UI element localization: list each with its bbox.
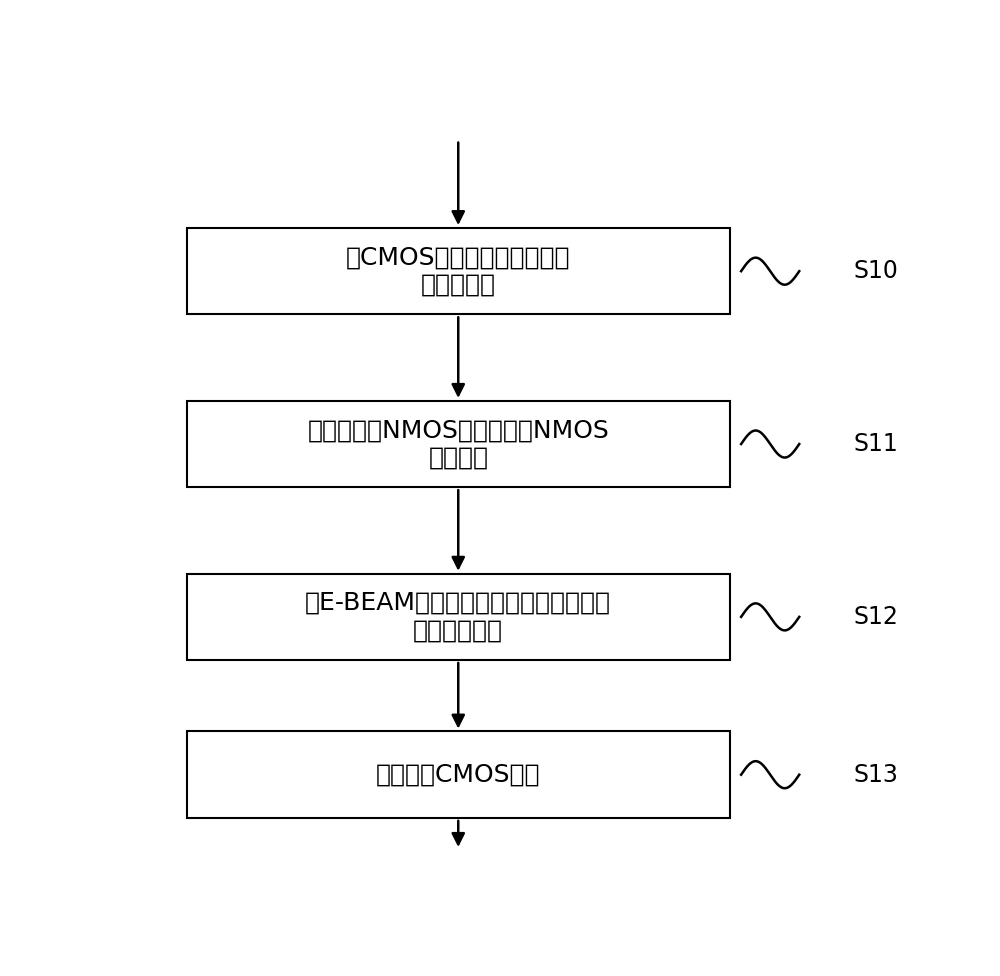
Text: 在CMOS晶圆的第一区域建立
一测试单元: 在CMOS晶圆的第一区域建立 一测试单元 [346, 245, 570, 297]
Text: S10: S10 [854, 260, 898, 283]
FancyBboxPatch shape [187, 228, 730, 314]
FancyBboxPatch shape [187, 574, 730, 660]
Text: S12: S12 [854, 605, 898, 629]
Text: 更换一枚CMOS晶圆: 更换一枚CMOS晶圆 [376, 762, 540, 787]
FancyBboxPatch shape [187, 401, 730, 487]
Text: S11: S11 [854, 432, 898, 456]
Text: 以E-BEAM扫描测试单元以检测阻断缺陷
并记录检出率: 以E-BEAM扫描测试单元以检测阻断缺陷 并记录检出率 [305, 591, 611, 643]
FancyBboxPatch shape [187, 731, 730, 818]
Text: S13: S13 [854, 762, 898, 787]
Text: 在测试单元NMOS区形成多个NMOS
阻断缺陷: 在测试单元NMOS区形成多个NMOS 阻断缺陷 [307, 418, 609, 469]
